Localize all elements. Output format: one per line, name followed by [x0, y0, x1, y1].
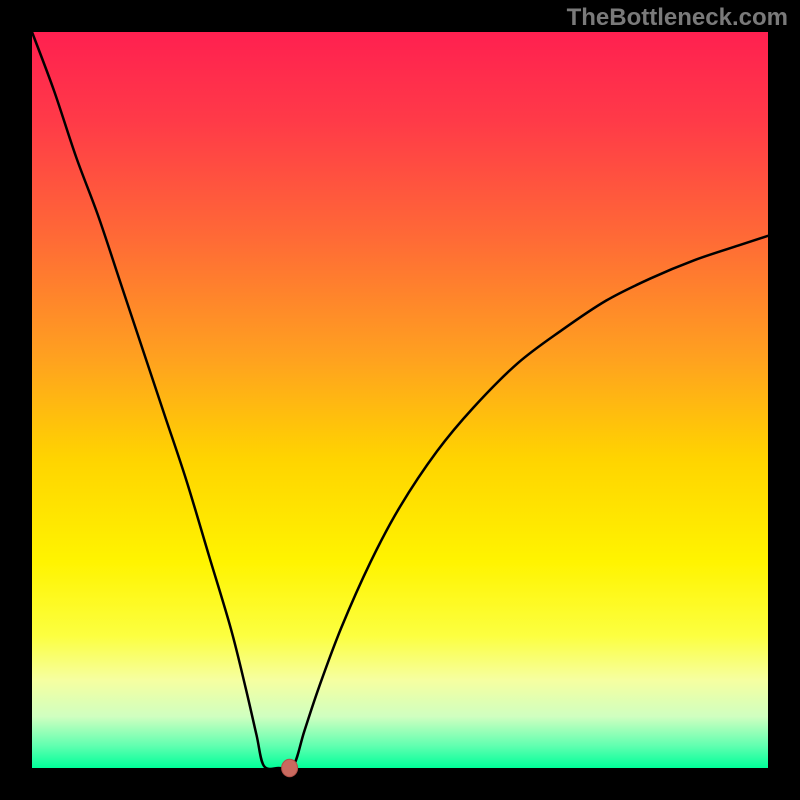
- chart-background: [32, 32, 768, 768]
- optimal-point-marker: [282, 759, 298, 777]
- watermark-text: TheBottleneck.com: [567, 4, 788, 32]
- chart-container: TheBottleneck.com: [0, 0, 800, 800]
- bottleneck-chart: [0, 0, 800, 800]
